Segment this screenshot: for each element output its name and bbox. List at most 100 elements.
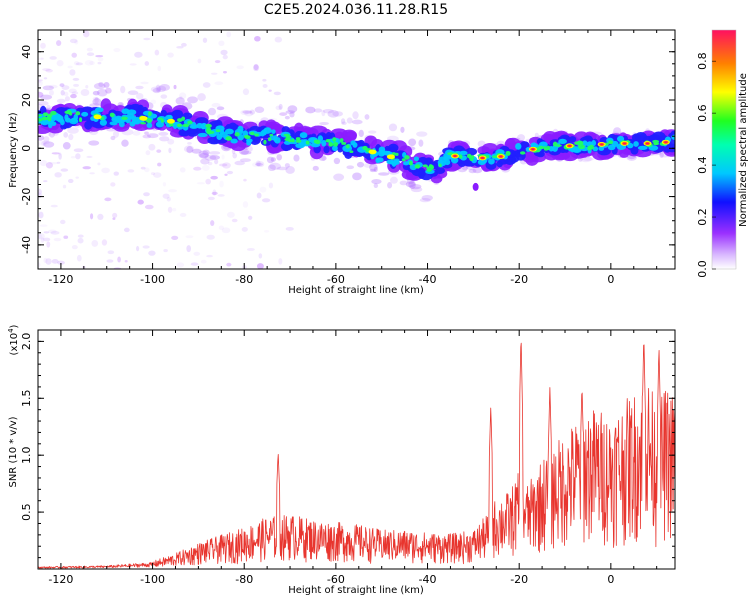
noise-speck [202, 82, 211, 88]
scatter-blob [333, 157, 341, 165]
ridge-blob [118, 121, 125, 128]
scatter-blob [373, 183, 379, 189]
noise-speck [136, 245, 140, 252]
noise-speck [162, 182, 167, 187]
noise-speck [49, 56, 57, 60]
scatter-blob [363, 163, 372, 168]
noise-speck [179, 212, 187, 217]
scatter-blob [80, 88, 90, 96]
ridge-hot-red [453, 155, 457, 158]
ridge-blob [155, 121, 165, 128]
ridge-blob [225, 136, 233, 141]
noise-speck [40, 57, 44, 60]
noise-speck [43, 180, 48, 183]
noise-speck [205, 178, 211, 185]
noise-speck [214, 60, 221, 64]
ridge-blob [634, 132, 647, 142]
colorbar-tick-label: 0.0 [696, 260, 709, 278]
ridge-blob [295, 139, 302, 143]
noise-speck [256, 192, 262, 199]
ridge-blob [230, 138, 238, 144]
noise-speck [278, 258, 283, 265]
ridge-blob [38, 118, 42, 122]
noise-speck [173, 84, 177, 90]
scatter-blob [322, 109, 334, 114]
scatter-blob [285, 110, 296, 114]
noise-speck [84, 59, 94, 66]
ridge-hot-red [645, 142, 650, 145]
noise-speck [185, 235, 194, 239]
noise-speck [218, 225, 225, 230]
scatter-blob [333, 173, 345, 181]
ridge-blob [323, 145, 330, 154]
ridge-blob [414, 164, 419, 169]
noise-speck [112, 217, 116, 220]
detached-blob [472, 182, 479, 191]
noise-speck [129, 63, 137, 66]
noise-speck [224, 173, 228, 176]
scatter-blob [472, 167, 483, 174]
ridge-blob [81, 111, 89, 117]
ridge-blob [263, 127, 272, 134]
ridge-blob [505, 150, 511, 156]
noise-speck [242, 88, 250, 96]
noise-speck [38, 140, 47, 146]
noise-speck [89, 61, 95, 66]
noise-speck [150, 99, 157, 105]
scatter-blob [369, 163, 378, 172]
ridge-blob [157, 117, 163, 120]
noise-speck [75, 176, 79, 179]
ridge-blob [458, 154, 463, 159]
ridge-hot-yellow [368, 149, 377, 155]
noise-speck [75, 153, 81, 160]
snr-x-ticks: -120 -100 -80 -60 -40 -20 0 [37, 330, 658, 586]
spectrogram-plot-area [38, 30, 675, 269]
ridge-blob [569, 136, 577, 143]
noise-speck [112, 212, 118, 218]
noise-speck [273, 91, 281, 96]
noise-speck [254, 35, 261, 42]
noise-speck [101, 167, 110, 174]
ridge-blob [177, 118, 183, 123]
ridge-blob [607, 144, 616, 151]
noise-speck [197, 58, 202, 64]
noise-speck [56, 40, 62, 47]
scatter-blob [232, 152, 238, 159]
x-tick-label: -100 [140, 573, 165, 586]
x-tick-label: -100 [140, 273, 165, 286]
noise-speck [89, 172, 95, 175]
noise-speck [207, 196, 215, 201]
ridge-blob [148, 111, 152, 116]
ridge-hot-yellow [166, 118, 175, 124]
scatter-blob [234, 160, 246, 166]
noise-speck [144, 167, 150, 173]
noise-speck [243, 178, 247, 182]
scatter-blob [278, 103, 283, 110]
ridge-blob [466, 153, 472, 159]
noise-speck [279, 112, 288, 116]
noise-speck [262, 78, 267, 82]
noise-speck [240, 109, 250, 116]
noise-speck [45, 69, 53, 73]
scatter-blob [517, 134, 525, 142]
ridge-blob [205, 123, 212, 129]
noise-speck [113, 48, 121, 53]
noise-speck [43, 231, 50, 234]
noise-speck [73, 83, 80, 87]
noise-speck [60, 219, 66, 225]
noise-speck [60, 168, 69, 172]
noise-speck [144, 131, 149, 135]
scatter-blob [289, 111, 295, 118]
noise-speck [57, 260, 65, 265]
ridge-blob [332, 145, 338, 152]
noise-speck [211, 102, 221, 108]
ridge-blob [321, 140, 327, 147]
scatter-blob [60, 90, 65, 96]
scatter-blob [582, 157, 594, 161]
noise-speck [38, 80, 42, 84]
noise-speck [193, 166, 202, 171]
noise-speck [253, 63, 259, 71]
scatter-blob [387, 182, 393, 189]
scatter-blob [61, 85, 70, 90]
scatter-blob [98, 81, 104, 88]
